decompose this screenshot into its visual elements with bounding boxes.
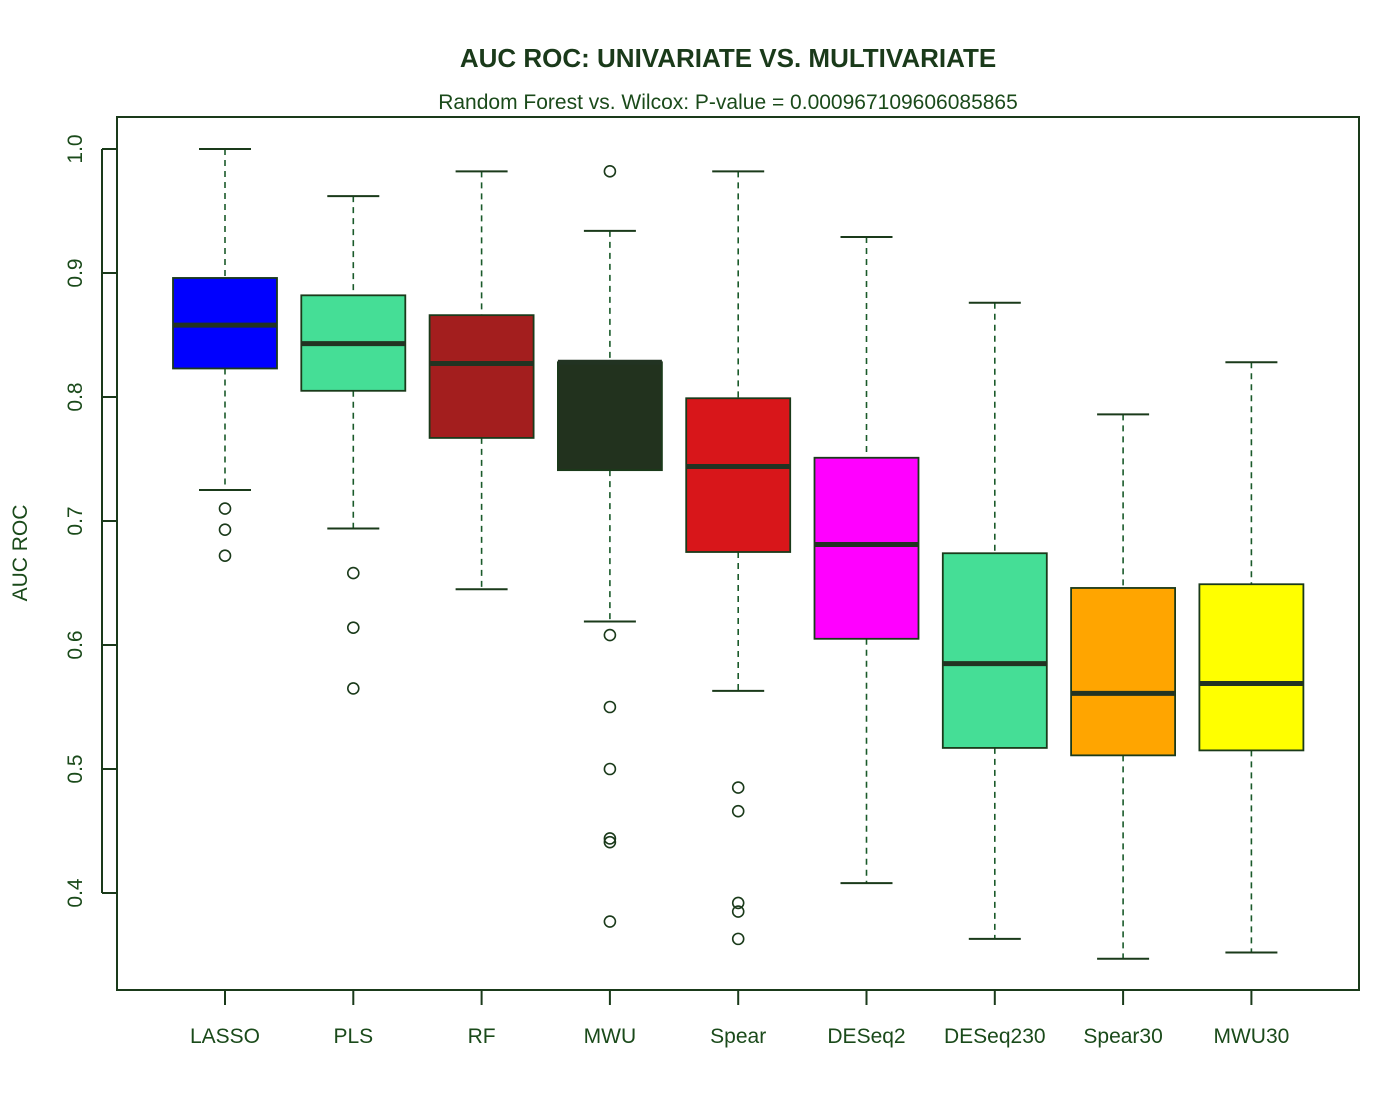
y-tick-label: 0.9 xyxy=(64,258,87,287)
x-tick-label: MWU xyxy=(584,1025,636,1048)
outlier-point xyxy=(603,915,617,928)
box-iqr xyxy=(813,456,920,640)
outlier-point xyxy=(346,566,360,580)
x-tick-label: DESeq230 xyxy=(944,1025,1046,1048)
x-tick-label: LASSO xyxy=(190,1025,260,1048)
outlier-point xyxy=(346,682,360,695)
y-tick-label: 0.6 xyxy=(64,630,87,659)
outlier-point xyxy=(218,502,232,515)
x-tick-label: MWU30 xyxy=(1213,1025,1289,1048)
outlier-point xyxy=(731,905,745,918)
box-iqr xyxy=(941,552,1048,749)
outlier-point xyxy=(731,781,745,794)
y-tick-label: 0.7 xyxy=(64,506,87,535)
outlier-point xyxy=(603,700,617,714)
y-tick-label: 1.0 xyxy=(64,134,87,163)
outlier-point xyxy=(603,832,617,845)
box-group xyxy=(172,148,278,563)
boxes xyxy=(172,148,1305,960)
outlier-point xyxy=(346,621,360,634)
outlier-point xyxy=(731,804,745,818)
x-tick-label: PLS xyxy=(333,1025,373,1048)
y-axis: 0.4 0.5 0.6 0.7 0.8 0.9 1.0 xyxy=(64,134,117,908)
x-tick-label: Spear30 xyxy=(1083,1025,1162,1048)
y-axis-label: AUC ROC xyxy=(9,505,32,602)
y-tick-label: 0.5 xyxy=(64,754,87,783)
box-iqr xyxy=(428,314,535,439)
outlier-point xyxy=(218,549,232,563)
box-group xyxy=(1070,413,1176,960)
outlier-point xyxy=(603,762,617,776)
x-tick-label: DESeq2 xyxy=(827,1025,905,1048)
outlier-point xyxy=(603,835,617,849)
x-axis: LASSO PLS RF MWU Spear DESeq2 DESeq230 Spear30 M… xyxy=(190,989,1289,1048)
box-iqr xyxy=(685,397,792,553)
box-group xyxy=(300,195,407,695)
box-group xyxy=(685,170,792,946)
box-group xyxy=(557,165,663,928)
outlier-point xyxy=(603,165,617,178)
outlier-point xyxy=(218,523,232,536)
chart-title: AUC ROC: UNIVARIATE VS. MULTIVARIATE xyxy=(460,43,996,73)
x-tick-label: Spear xyxy=(710,1025,766,1048)
y-tick-label: 0.4 xyxy=(64,878,87,908)
box-group xyxy=(813,236,920,885)
box-group xyxy=(941,301,1048,940)
x-tick-label: RF xyxy=(468,1025,496,1048)
box-iqr xyxy=(1070,587,1176,757)
box-iqr xyxy=(1198,583,1305,752)
chart-subtitle: Random Forest vs. Wilcox: P-value = 0.00… xyxy=(438,91,1018,114)
outlier-point xyxy=(603,628,617,642)
box-iqr xyxy=(557,361,663,472)
outlier-point xyxy=(731,896,745,910)
outlier-point xyxy=(731,932,745,946)
box-group xyxy=(428,170,535,591)
y-tick-label: 0.8 xyxy=(64,382,87,411)
box-group xyxy=(1198,361,1305,954)
